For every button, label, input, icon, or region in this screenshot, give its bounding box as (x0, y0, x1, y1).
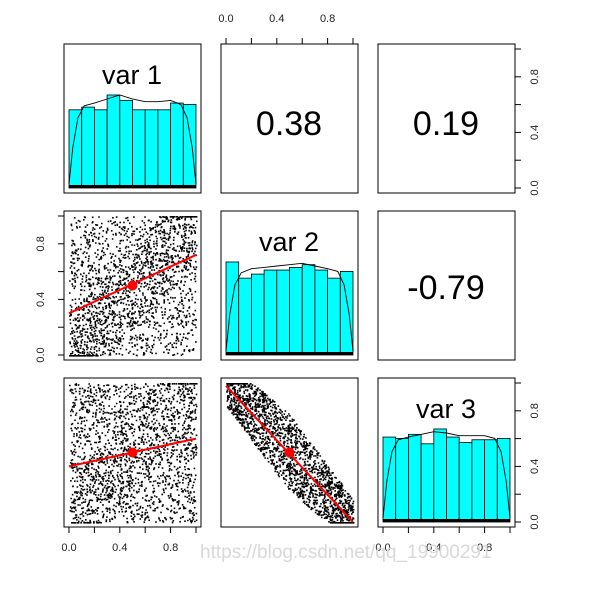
axis-bottom-tick-label: 0.8 (163, 542, 178, 554)
histogram-bar (289, 266, 303, 356)
correlation-var1-var2: 0.38 (256, 105, 322, 143)
axis-right-tick-label: 0.0 (529, 180, 541, 195)
axis-right-tick-label-3: 0.4 (529, 459, 541, 474)
watermark: https://blog.csdn.net/qq_19900291 (200, 542, 492, 563)
histogram-bar (132, 109, 146, 189)
scatter-points (226, 383, 355, 524)
axis-bottom-tick-label-3: 0.8 (477, 542, 492, 554)
histogram-bar (327, 277, 341, 356)
axis-top-tick-label: 0.0 (218, 13, 233, 25)
axis-left-tick-label: 0.8 (35, 236, 47, 251)
histogram-bar (81, 106, 95, 189)
panel-2-3 (377, 210, 516, 361)
histogram-bar (471, 439, 485, 523)
axis-top-tick-label: 0.4 (269, 13, 284, 25)
correlation-var1-var3: 0.19 (413, 105, 479, 143)
axis-right-tick-label: 0.4 (529, 125, 541, 140)
axis-right-tick-label: 0.8 (529, 69, 541, 84)
histogram-bar (182, 104, 197, 189)
axis-right-tick-label-3: 0.0 (529, 514, 541, 529)
histogram-bar (339, 271, 354, 356)
density-curve (68, 94, 197, 185)
histogram-bar (119, 99, 133, 189)
histogram-bar (446, 436, 460, 523)
centroid-point (127, 447, 138, 458)
histogram-bar (433, 428, 447, 523)
var-label-3: var 3 (416, 394, 476, 424)
histogram-bar (382, 436, 397, 523)
histogram-bar (420, 443, 435, 523)
histogram-bar (407, 433, 422, 523)
axis-top-tick-label: 0.8 (320, 13, 335, 25)
rug-strip (69, 185, 196, 188)
histogram-bar (484, 439, 498, 523)
panel-2-2 (220, 210, 359, 361)
axis-bottom-tick-label: 0.4 (112, 542, 127, 554)
histogram-bar (238, 277, 252, 356)
histogram-bar (276, 269, 290, 356)
histogram-bar (314, 269, 328, 356)
histogram-bar (458, 442, 473, 523)
centroid-point (127, 280, 138, 291)
var-label-1: var 1 (102, 60, 162, 90)
histogram-bar (144, 109, 159, 189)
rug-strip (383, 519, 510, 522)
scatter-points (69, 383, 198, 524)
density-curve (382, 431, 511, 519)
histogram-bar (157, 109, 171, 189)
histogram-bar (225, 261, 240, 356)
axis-left-tick-label: 0.4 (35, 292, 47, 307)
axis-bottom-tick-label-3: 0.0 (375, 542, 390, 554)
axis-left-tick-label: 0.0 (35, 347, 47, 362)
histogram-bar (263, 269, 278, 356)
histogram-bar (68, 109, 83, 189)
centroid-point (284, 447, 295, 458)
correlation-var2-var3: -0.79 (407, 269, 485, 307)
histogram-bar (250, 273, 265, 356)
histogram-bar (496, 438, 511, 523)
histogram-bar (170, 102, 184, 189)
axis-bottom-tick-label-3: 0.4 (426, 542, 441, 554)
panel-3-2 (220, 377, 359, 528)
density-curve (225, 262, 354, 352)
histogram-bar (106, 94, 121, 189)
histogram-bar (301, 264, 316, 356)
panel-1-1 (63, 43, 202, 194)
var-label-2: var 2 (259, 227, 319, 257)
rug-strip (226, 352, 353, 355)
axis-right-tick-label-3: 0.8 (529, 403, 541, 418)
histogram-bar (395, 438, 409, 523)
histogram-bar (94, 109, 108, 189)
axis-bottom-tick-label: 0.0 (61, 542, 76, 554)
